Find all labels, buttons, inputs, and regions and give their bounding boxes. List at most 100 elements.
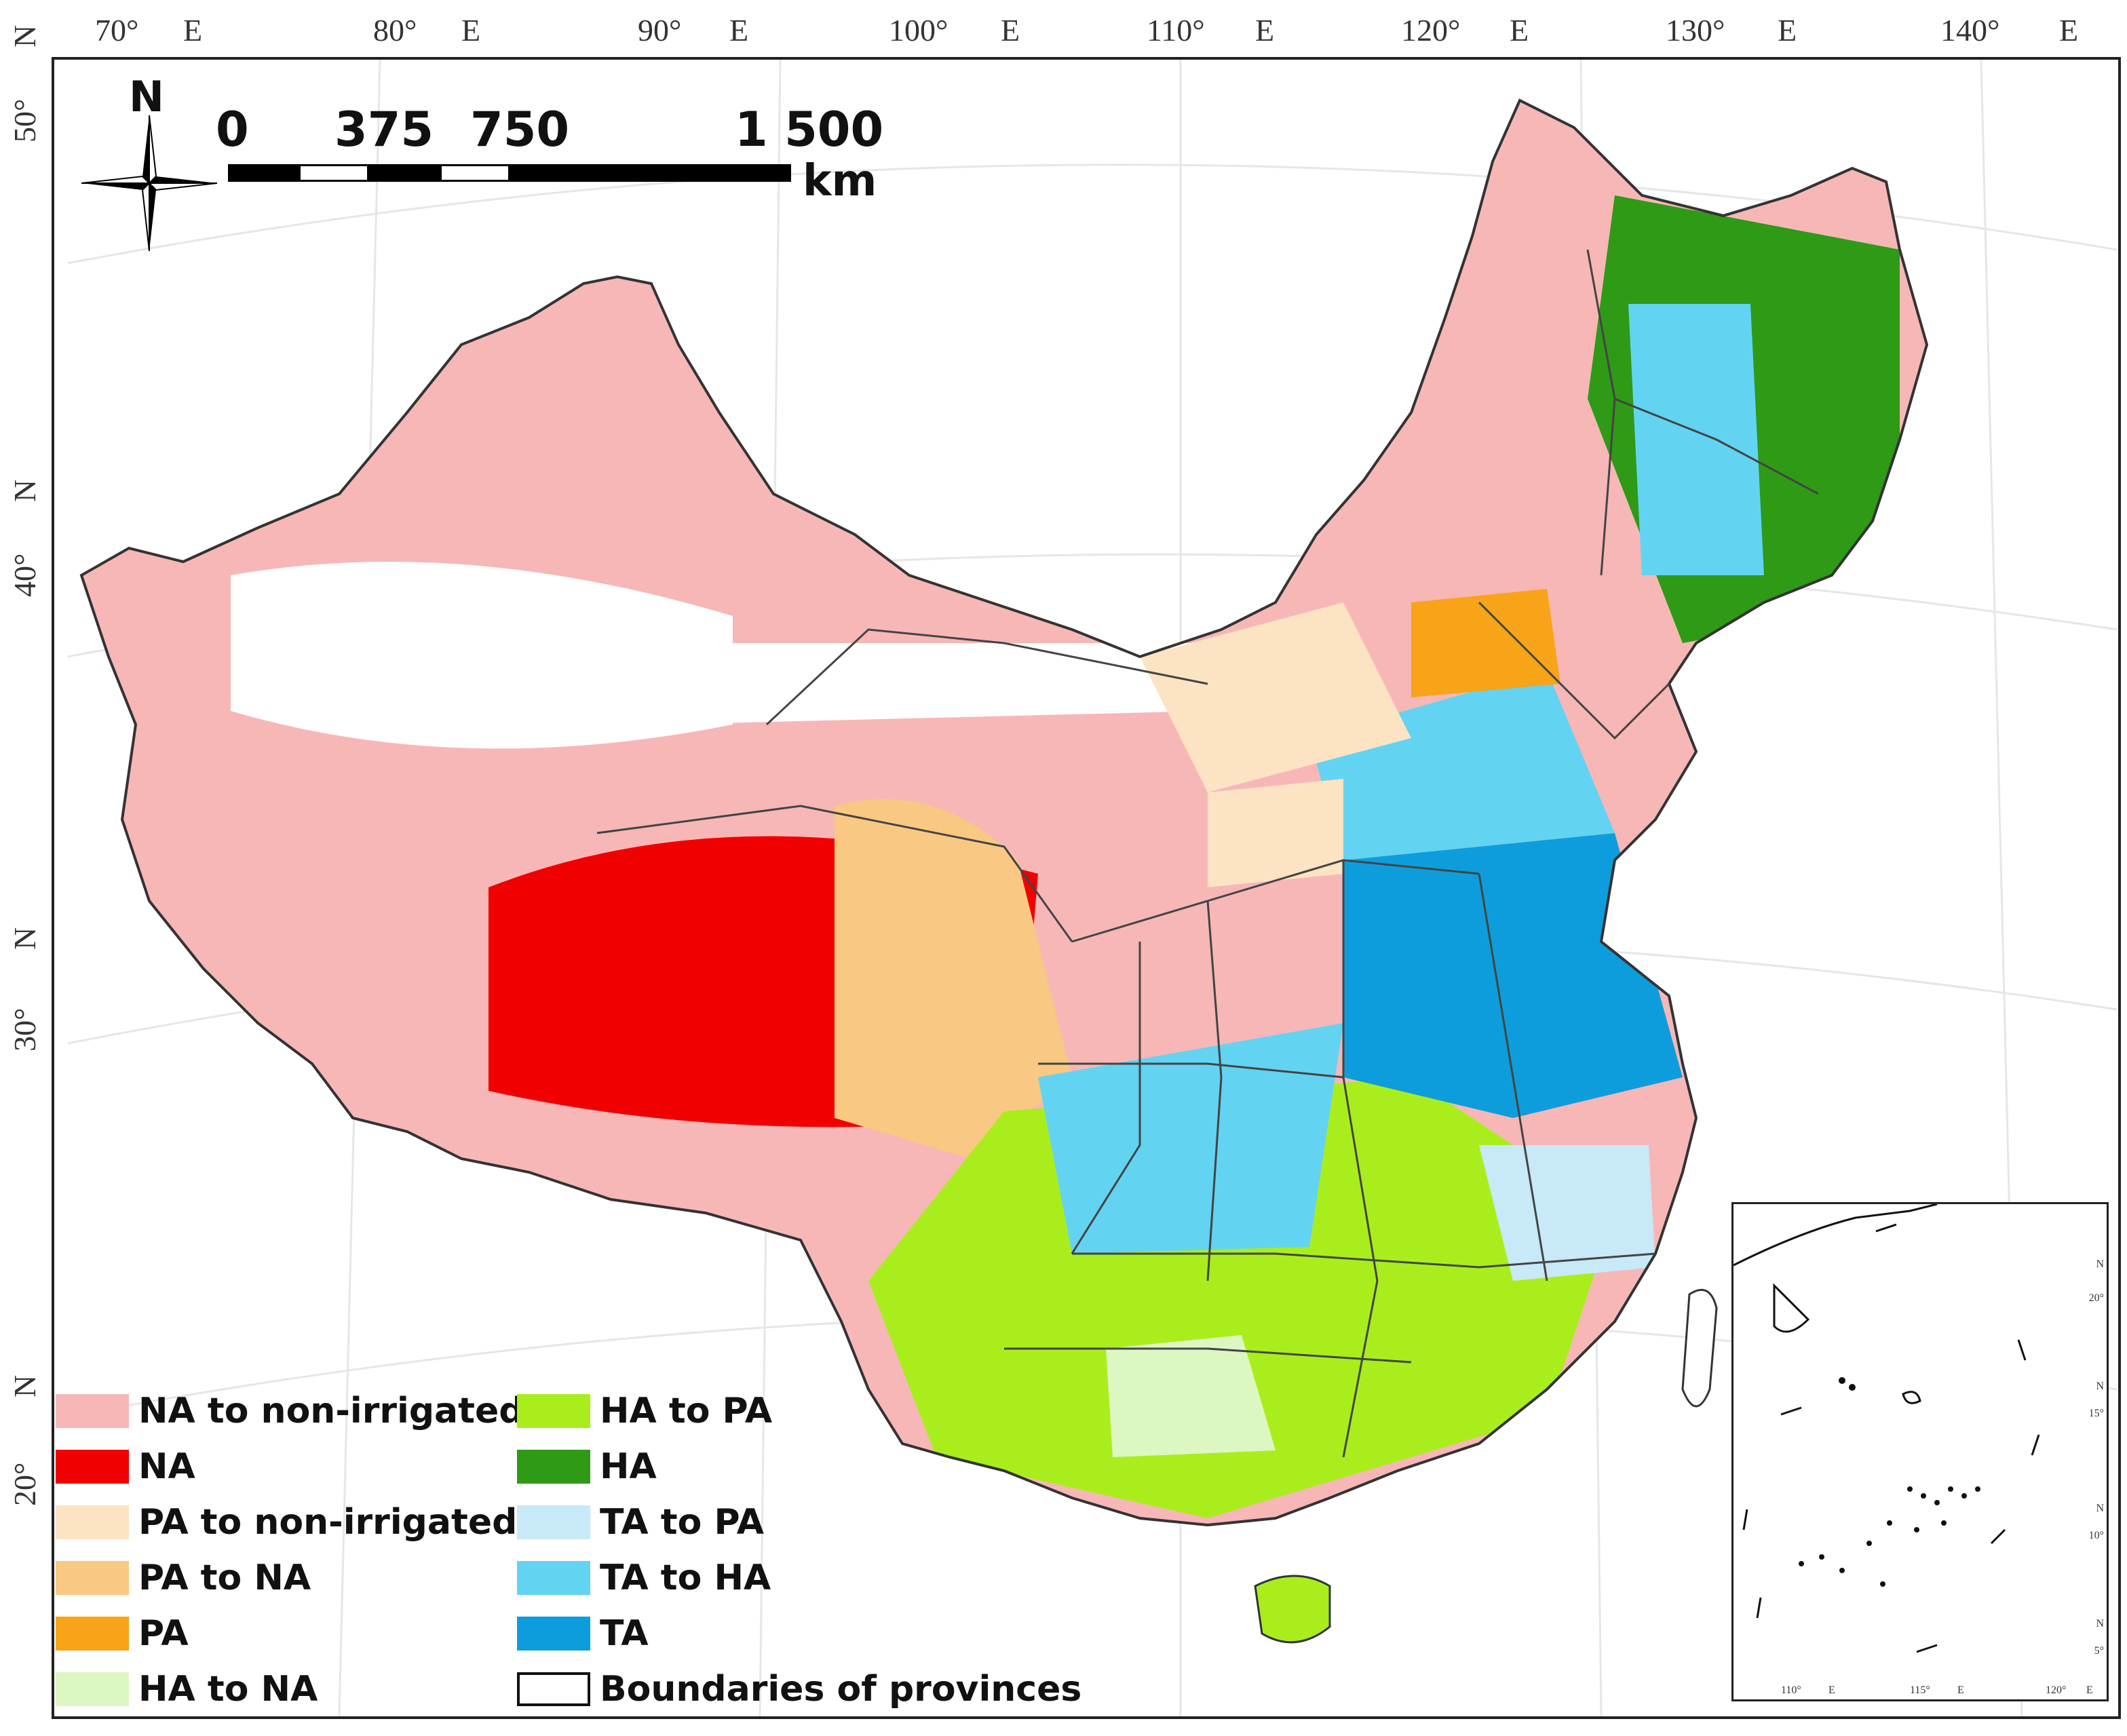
legend-item-pa-to-non-irrigated: PA to non-irrigated (56, 1502, 517, 1543)
hainan-island (1254, 1575, 1331, 1644)
map-canvas (67, 60, 2118, 1716)
scale-label-750: 750 (470, 102, 570, 157)
legend-label: HA to PA (600, 1391, 773, 1431)
legend-swatch (517, 1617, 590, 1651)
lat-label-40: 40° (7, 553, 42, 597)
lon-label-70: 70° (95, 13, 139, 47)
legend-label: PA to NA (138, 1558, 311, 1598)
region-ta-to-ha (1038, 1023, 1343, 1254)
taiwan-island (1681, 1288, 1718, 1408)
region-ta-to-ha-northeast (1628, 304, 1764, 575)
scale-label-375: 375 (334, 102, 434, 157)
lon-label-120: 120° (1401, 13, 1461, 47)
scale-unit: km (803, 156, 877, 206)
legend-item-ta-to-ha: TA to HA (517, 1558, 771, 1598)
inset-lat-label-10: 10° (2088, 1530, 2104, 1541)
legend-swatch (517, 1561, 590, 1595)
legend-item-ha-to-na: HA to NA (56, 1669, 318, 1710)
lat-label-20: 20° (7, 1462, 42, 1506)
scale-segment-3 (369, 164, 440, 182)
legend-swatch (517, 1672, 590, 1706)
lon-label-e: E (1510, 13, 1529, 47)
legend-swatch (56, 1394, 129, 1428)
legend-label: HA to NA (138, 1669, 318, 1710)
legend-item-province-boundaries: Boundaries of provinces (517, 1669, 1081, 1710)
legend-item-pa-to-na: PA to NA (56, 1558, 311, 1598)
legend: NA to non-irrigated NA PA to non-irrigat… (56, 1391, 1081, 1716)
scale-segment-5 (510, 164, 791, 182)
legend-swatch (56, 1450, 129, 1484)
lat-label-n: N (7, 927, 42, 950)
scale-label-1500: 1 500 (735, 102, 884, 157)
north-arrow: N (81, 72, 217, 251)
lat-label-50: 50° (7, 98, 42, 142)
lon-label-e: E (461, 13, 481, 47)
region-pa-to-non-irrigated (1140, 602, 1411, 792)
lon-label-e: E (1001, 13, 1020, 47)
legend-label: TA (600, 1613, 649, 1654)
region-pa-to-non-irrigated-loess (1208, 779, 1343, 887)
lat-label-n: N (7, 1374, 42, 1397)
legend-item-ta: TA (517, 1613, 649, 1654)
lat-label-n: N (7, 479, 42, 502)
inset-lon-label-115: 115° (1910, 1684, 1930, 1696)
inset-lon-label-110: 110° (1781, 1684, 1801, 1696)
lon-label-e: E (1778, 13, 1797, 47)
legend-label: TA to HA (600, 1558, 771, 1598)
legend-swatch (517, 1394, 590, 1428)
lon-label-e: E (2059, 13, 2079, 47)
scale-segment-2 (299, 164, 369, 182)
region-ha-to-pa (868, 1077, 1615, 1518)
legend-item-na: NA (56, 1446, 195, 1487)
legend-label: HA (600, 1446, 657, 1487)
scale-label-0: 0 (216, 102, 249, 157)
inset-lat-label-20: 20° (2088, 1292, 2104, 1304)
region-pa-to-na (835, 799, 1072, 1159)
lon-label-e: E (183, 13, 203, 47)
legend-label: NA (138, 1446, 195, 1487)
legend-label: PA to non-irrigated (138, 1502, 518, 1543)
lon-label-130: 130° (1666, 13, 1725, 47)
region-ha-to-na (1106, 1335, 1276, 1457)
legend-label: TA to PA (600, 1502, 765, 1543)
lon-label-80: 80° (373, 13, 417, 47)
province-boundaries (596, 249, 1819, 1458)
legend-swatch (56, 1505, 129, 1539)
north-arrow-label: N (129, 72, 164, 121)
legend-label: PA (138, 1613, 189, 1654)
inset-map (1733, 1204, 2040, 1653)
inset-lat-label-n: N (2096, 1618, 2104, 1629)
region-pa (1411, 589, 1560, 697)
legend-swatch (56, 1561, 129, 1595)
legend-label: Boundaries of provinces (600, 1669, 1082, 1710)
country-outline (79, 98, 1929, 1527)
region-ta-to-pa (1479, 1145, 1655, 1281)
lon-label-e: E (1255, 13, 1275, 47)
inset-lat-label-5: 5° (2094, 1645, 2104, 1657)
lat-label-30: 30° (7, 1007, 42, 1052)
lon-label-90: 90° (638, 13, 682, 47)
compass-icon (81, 115, 217, 251)
region-ta (1343, 833, 1683, 1118)
scale-segment-1 (228, 164, 299, 182)
map-frame (52, 57, 2121, 1719)
legend-label: NA to non-irrigated (138, 1391, 524, 1431)
inset-lat-label-15: 15° (2088, 1408, 2104, 1419)
lon-label-110: 110° (1147, 13, 1205, 47)
legend-item-ha: HA (517, 1446, 657, 1487)
scale-segment-4 (440, 164, 510, 182)
scale-bar: 0 375 750 1 500 km (80, 75, 962, 210)
nine-dash-line (1742, 1339, 2040, 1653)
legend-swatch (56, 1672, 129, 1706)
legend-swatch (517, 1505, 590, 1539)
inset-lon-label-120: 120° (2046, 1684, 2067, 1696)
south-china-sea-inset: 110° E 115° E 120° E 20° N 15° N 10° N 5… (1731, 1202, 2109, 1701)
region-desert (231, 562, 733, 749)
legend-item-na-to-non-irrigated: NA to non-irrigated (56, 1391, 524, 1431)
inset-lat-label-n: N (2096, 1503, 2104, 1514)
lon-label-140: 140° (1940, 13, 2000, 47)
lon-label-e: E (729, 13, 749, 47)
legend-item-ta-to-pa: TA to PA (517, 1502, 764, 1543)
legend-item-ha-to-pa: HA to PA (517, 1391, 772, 1431)
